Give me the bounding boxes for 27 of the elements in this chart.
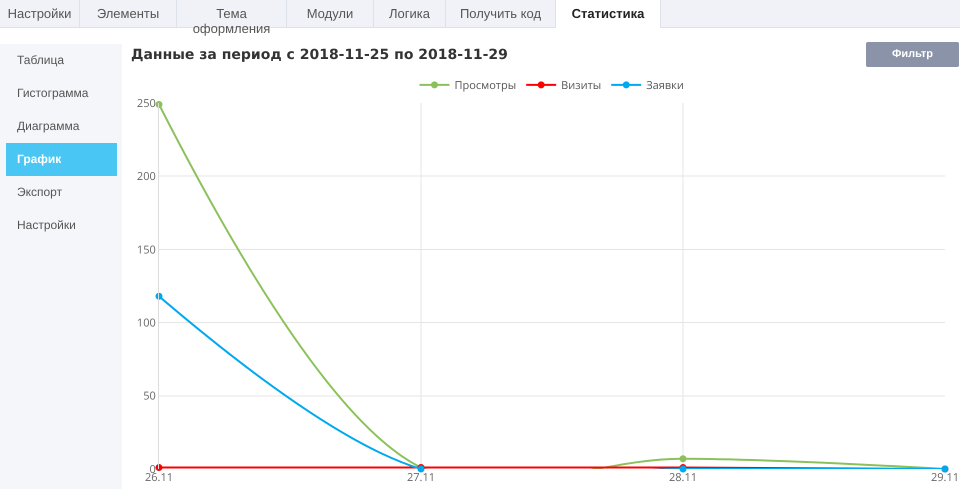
text: Экспорт <box>16 184 64 201</box>
chart-title: Данные за период с 2018-11-25 по 2018-11-29 <box>131 46 508 63</box>
point <box>680 455 686 462</box>
text: Логика <box>374 0 446 27</box>
y-tick-label: 100 <box>136 315 156 330</box>
x-tick-label: 29.11 <box>930 470 960 485</box>
legend-label: Просмотры <box>454 78 516 94</box>
text: Статистика <box>556 0 661 28</box>
y-tick-label: 50 <box>143 388 156 404</box>
text: Фильтр <box>866 42 959 67</box>
text: График <box>6 143 117 176</box>
text: Получить код <box>446 0 556 27</box>
text: Таблица <box>16 52 66 69</box>
text: Настройки <box>16 217 77 234</box>
text: Элементы <box>80 0 177 27</box>
legend-label: Визиты <box>561 78 602 94</box>
text: Гистограмма <box>16 85 90 102</box>
text: Модули <box>287 0 374 27</box>
text: Тема оформления <box>192 5 272 36</box>
y-tick-label: 150 <box>136 242 156 258</box>
text: Настройки <box>0 0 80 27</box>
legend-label: Заявки <box>646 78 684 94</box>
y-tick-label: 250 <box>136 96 156 111</box>
x-tick-label: 27.11 <box>406 470 436 485</box>
y-tick-label: 200 <box>136 169 156 184</box>
x-tick-label: 28.11 <box>668 470 698 485</box>
text: Диаграмма <box>16 118 80 135</box>
